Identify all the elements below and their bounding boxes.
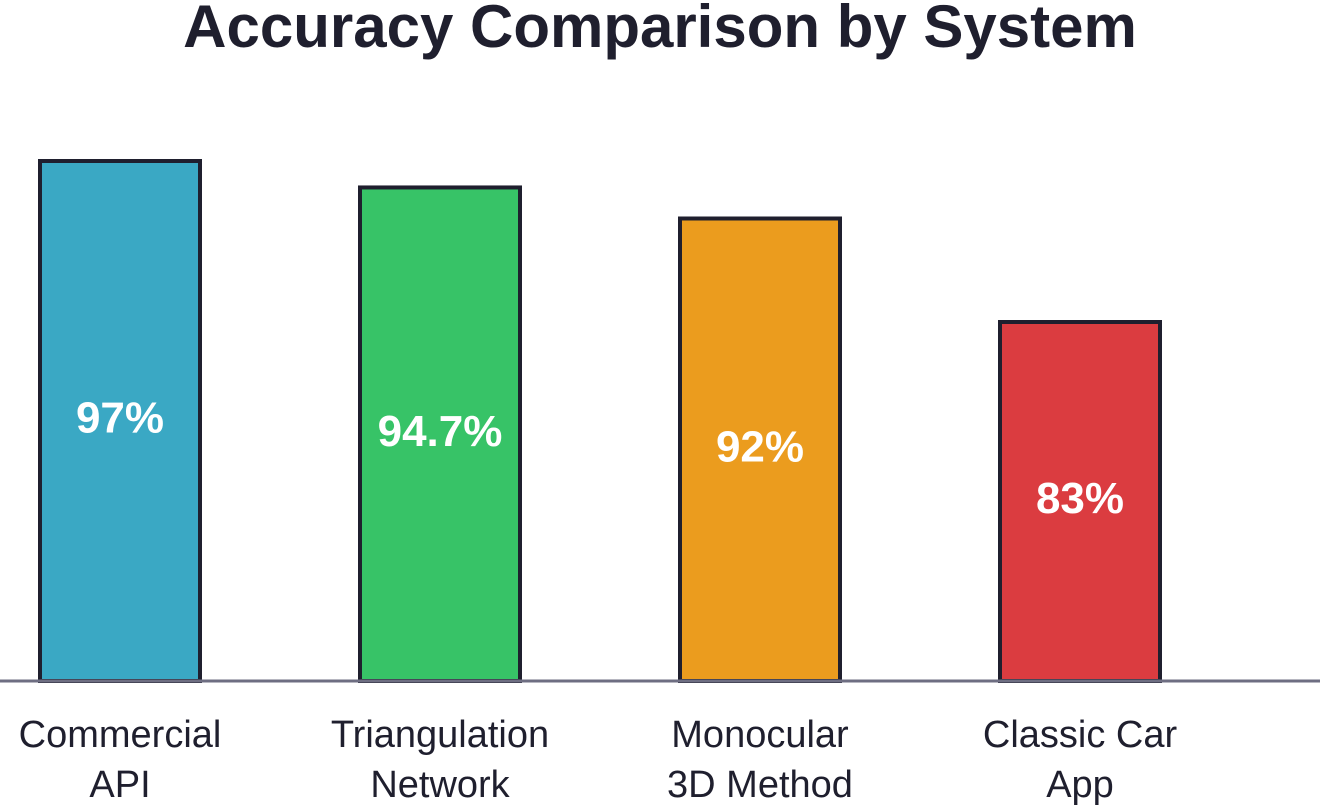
bar-2 <box>678 216 842 683</box>
x-tick-label: App <box>1046 764 1114 806</box>
bar-value-label: 83% <box>1036 474 1124 523</box>
x-tick-label: Network <box>370 764 510 806</box>
x-tick-label: Monocular <box>671 714 849 756</box>
x-tick-label: Classic Car <box>983 714 1178 756</box>
x-tick-label: 3D Method <box>667 764 853 806</box>
bar-value-label: 97% <box>76 394 164 443</box>
x-tick-label: Triangulation <box>331 714 549 756</box>
bar-value-label: 92% <box>716 422 804 471</box>
x-axis-tick-labels: Commercial API Triangulation Network Monocul… <box>19 714 1178 806</box>
chart-title: Accuracy Comparison by System <box>183 0 1137 60</box>
labels-layer: 97% 94.7% 92% 83% <box>76 394 1124 524</box>
x-tick-label: API <box>89 764 150 806</box>
bars-layer <box>38 159 1162 683</box>
bar-value-label: 94.7% <box>378 407 503 456</box>
bar-0 <box>38 159 202 683</box>
bar-1 <box>358 185 522 683</box>
x-tick-label: Commercial <box>19 714 222 756</box>
